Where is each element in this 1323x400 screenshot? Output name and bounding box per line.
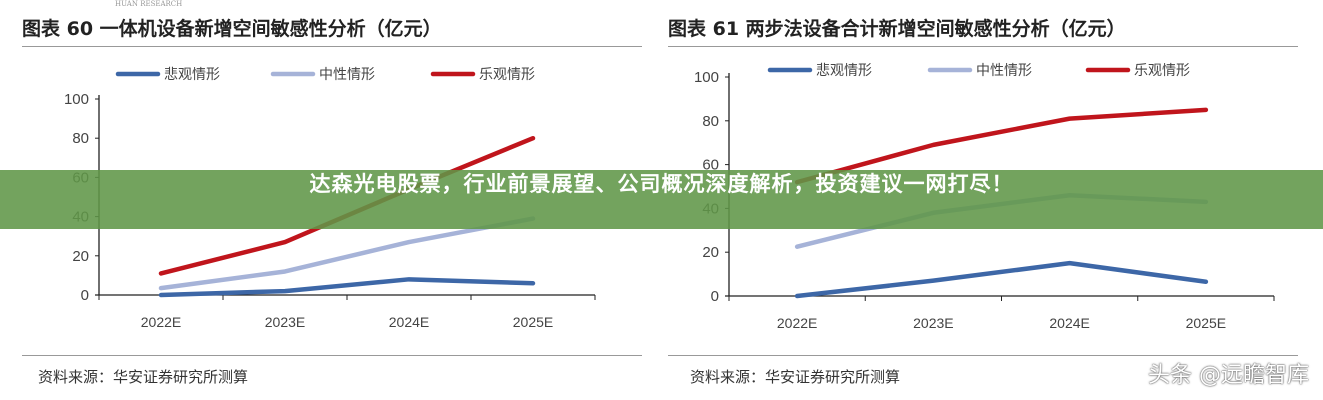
y-tick-label: 80 bbox=[702, 113, 719, 130]
y-tick-label: 100 bbox=[694, 69, 719, 86]
x-tick-label: 2025E bbox=[1186, 315, 1226, 331]
y-tick-label: 0 bbox=[711, 288, 719, 305]
title-divider-left bbox=[22, 46, 642, 47]
x-tick-label: 2023E bbox=[265, 314, 305, 330]
y-tick-label: 20 bbox=[72, 248, 89, 265]
title-divider-right bbox=[668, 46, 1298, 47]
watermark: 头条 @远瞻智库 bbox=[1148, 363, 1309, 388]
header-faint-text: HUAN RESEARCH bbox=[115, 0, 183, 8]
x-tick-label: 2025E bbox=[513, 314, 553, 330]
legend-label: 乐观情形 bbox=[479, 67, 535, 83]
source-divider-right bbox=[668, 355, 1298, 356]
x-tick-label: 2024E bbox=[1049, 315, 1089, 331]
series-line-2 bbox=[794, 107, 1209, 185]
series-line-0 bbox=[158, 277, 536, 298]
y-tick-label: 60 bbox=[702, 157, 719, 174]
legend-label: 悲观情形 bbox=[164, 66, 220, 83]
source-right: 资料来源：华安证券研究所测算 bbox=[690, 368, 901, 386]
source-left: 资料来源：华安证券研究所测算 bbox=[38, 368, 249, 386]
x-tick-label: 2022E bbox=[141, 314, 181, 330]
y-tick-label: 20 bbox=[702, 244, 719, 261]
y-tick-label: 0 bbox=[81, 287, 89, 304]
headline-banner: 达森光电股票，行业前景展望、公司概况深度解析，投资建议一网打尽！ bbox=[0, 170, 1323, 229]
legend-label: 中性情形 bbox=[319, 67, 375, 83]
chart-title-left: 图表 60 一体机设备新增空间敏感性分析（亿元） bbox=[22, 18, 442, 40]
x-tick-label: 2024E bbox=[389, 314, 429, 330]
series-line-1 bbox=[158, 216, 536, 291]
source-divider-left bbox=[22, 355, 642, 356]
headline-text: 达森光电股票，行业前景展望、公司概况深度解析，投资建议一网打尽！ bbox=[309, 172, 1014, 196]
series-line-0 bbox=[794, 260, 1209, 299]
x-tick-label: 2022E bbox=[777, 315, 817, 331]
legend-label: 悲观情形 bbox=[816, 62, 872, 79]
chart-title-right: 图表 61 两步法设备合计新增空间敏感性分析（亿元） bbox=[668, 18, 1126, 40]
legend-label: 乐观情形 bbox=[1134, 63, 1190, 79]
x-tick-label: 2023E bbox=[913, 315, 953, 331]
y-tick-label: 80 bbox=[72, 130, 89, 147]
legend-label: 中性情形 bbox=[976, 63, 1032, 79]
y-tick-label: 100 bbox=[64, 91, 89, 108]
